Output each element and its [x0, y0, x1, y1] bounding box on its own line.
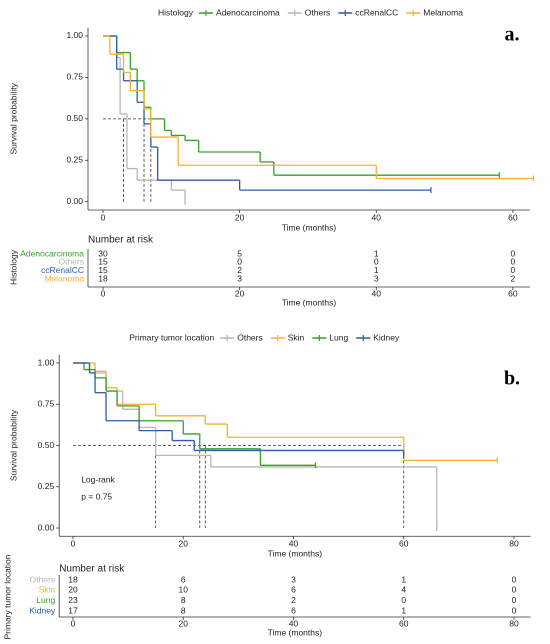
risk-x-tick-label: 40 [372, 288, 382, 298]
y-tick-label: 0.50 [66, 113, 83, 123]
risk-y-axis-title: Histology [8, 249, 18, 285]
risk-row-label: Adenocarcinoma [20, 248, 84, 258]
risk-y-axis-title: Primary tumor location [2, 554, 12, 639]
panel-tag: a. [505, 24, 520, 46]
x-tick-label: 60 [399, 539, 409, 549]
risk-x-tick-label: 60 [508, 288, 518, 298]
risk-count: 23 [68, 595, 78, 605]
risk-count: 3 [291, 574, 296, 584]
risk-row-label: Melanoma [44, 273, 84, 283]
risk-count: 0 [511, 257, 516, 267]
panel-tag: b. [504, 368, 520, 390]
risk-count: 0 [511, 265, 516, 275]
y-tick-label: 0.00 [66, 196, 83, 206]
risk-count: 10 [178, 585, 188, 595]
risk-count: 1 [401, 574, 406, 584]
risk-count: 6 [291, 605, 296, 615]
y-tick-label: 0.25 [66, 155, 83, 165]
risk-count: 15 [98, 265, 108, 275]
risk-count: 1 [401, 605, 406, 615]
risk-count: 0 [512, 605, 517, 615]
legend-label: Melanoma [423, 7, 463, 17]
x-tick-label: 20 [235, 212, 245, 222]
y-tick-label: 1.00 [66, 30, 83, 40]
legend-label: Adenocarcinoma [216, 7, 280, 17]
risk-count: 0 [512, 585, 517, 595]
annotation: p = 0.75 [81, 491, 112, 501]
legend-title: Primary tumor location [129, 332, 214, 342]
legend-label: Others [305, 7, 331, 17]
risk-x-axis-title: Time (months) [268, 627, 323, 637]
risk-x-tick-label: 20 [235, 288, 245, 298]
risk-count: 20 [68, 585, 78, 595]
x-tick-label: 0 [101, 212, 106, 222]
x-axis-title: Time (months) [268, 549, 323, 559]
risk-x-axis-title: Time (months) [282, 297, 337, 307]
legend-label: Skin [288, 332, 305, 342]
risk-x-tick-label: 0 [71, 618, 76, 628]
x-tick-label: 80 [509, 539, 519, 549]
risk-count: 1 [374, 248, 379, 258]
risk-count: 2 [237, 265, 242, 275]
risk-table-title: Number at risk [59, 564, 125, 575]
x-tick-label: 0 [71, 539, 76, 549]
risk-x-tick-label: 0 [101, 288, 106, 298]
risk-row-label: Others [30, 574, 56, 584]
y-axis-title: Survival probability [8, 409, 18, 481]
risk-count: 15 [98, 257, 108, 267]
risk-row-label: Skin [39, 585, 56, 595]
risk-count: 2 [511, 273, 516, 283]
risk-count: 2 [291, 595, 296, 605]
x-tick-label: 40 [289, 539, 299, 549]
y-tick-label: 0.00 [38, 522, 55, 532]
risk-row-label: Lung [36, 595, 55, 605]
risk-x-tick-label: 40 [289, 618, 299, 628]
risk-count: 17 [68, 605, 78, 615]
y-tick-label: 0.25 [38, 481, 55, 491]
risk-count: 0 [512, 574, 517, 584]
risk-count: 18 [68, 574, 78, 584]
risk-row-label: Others [58, 257, 84, 267]
legend-label: Kidney [373, 332, 400, 342]
risk-count: 0 [511, 248, 516, 258]
risk-count: 5 [237, 248, 242, 258]
risk-table-title: Number at risk [88, 235, 154, 246]
risk-row-label: ccRenalCC [41, 265, 84, 275]
risk-count: 3 [374, 273, 379, 283]
risk-count: 6 [181, 574, 186, 584]
x-tick-label: 20 [178, 539, 188, 549]
legend-label: Lung [329, 332, 348, 342]
legend-label: Others [237, 332, 263, 342]
legend-title: Histology [158, 7, 194, 17]
y-axis-title: Survival probability [8, 82, 18, 154]
risk-count: 8 [181, 595, 186, 605]
y-tick-label: 0.75 [66, 72, 83, 82]
risk-count: 0 [401, 595, 406, 605]
x-axis-title: Time (months) [282, 222, 337, 232]
risk-count: 0 [512, 595, 517, 605]
risk-x-tick-label: 20 [178, 618, 188, 628]
y-tick-label: 1.00 [38, 357, 55, 367]
risk-count: 30 [98, 248, 108, 258]
risk-x-tick-label: 60 [399, 618, 409, 628]
legend-label: ccRenalCC [355, 7, 398, 17]
annotation: Log-rank [81, 474, 115, 484]
x-tick-label: 40 [372, 212, 382, 222]
risk-count: 6 [291, 585, 296, 595]
risk-count: 0 [374, 257, 379, 267]
risk-count: 18 [98, 273, 108, 283]
risk-count: 4 [401, 585, 406, 595]
y-tick-label: 0.75 [38, 399, 55, 409]
risk-count: 3 [237, 273, 242, 283]
risk-row-label: Kidney [29, 605, 56, 615]
x-tick-label: 60 [508, 212, 518, 222]
y-tick-label: 0.50 [38, 440, 55, 450]
risk-x-tick-label: 80 [509, 618, 519, 628]
risk-count: 8 [181, 605, 186, 615]
risk-count: 0 [237, 257, 242, 267]
risk-count: 1 [374, 265, 379, 275]
